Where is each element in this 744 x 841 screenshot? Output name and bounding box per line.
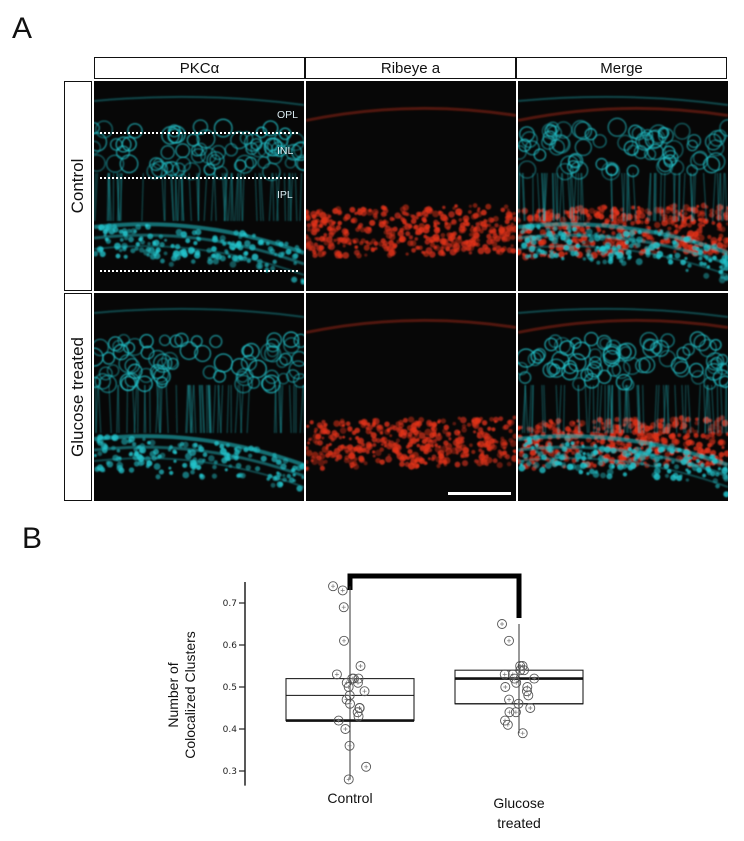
y-tick-label: 0.5: [223, 683, 237, 693]
data-point-mark: [341, 588, 345, 592]
data-point-mark: [356, 681, 360, 685]
column-header-pkc: PKCα: [94, 57, 305, 79]
micrograph-control-pkc: [94, 81, 304, 291]
y-tick-label: 0.3: [223, 767, 237, 777]
y-axis-label: Number ofColocalized Clusters: [165, 631, 198, 759]
column-header-merge: Merge: [516, 57, 727, 79]
micrograph-svg: [306, 81, 516, 291]
micrograph-svg: [94, 81, 304, 291]
data-point-mark: [348, 702, 352, 706]
row-header-glucose: Glucose treated: [64, 293, 92, 501]
column-header-pkc-text: PKCα: [180, 60, 220, 77]
inl-ipl-boundary-line: [100, 177, 298, 179]
data-point-mark: [342, 639, 346, 643]
data-point-mark: [357, 714, 361, 718]
category-label: Glucose: [493, 795, 545, 811]
data-point-mark: [506, 723, 510, 727]
data-point-mark: [348, 744, 352, 748]
panel-b-label: B: [22, 522, 42, 556]
micrograph-control-merge: [518, 81, 728, 291]
data-point-mark: [359, 664, 363, 668]
ipl-label: IPL: [277, 189, 293, 201]
data-point-mark: [507, 698, 511, 702]
box-plot-svg: 0.3 0.4 0.5 0.6 0.7 Number ofColocalized Clus…: [150, 560, 590, 836]
box-plot-chart: 0.3 0.4 0.5 0.6 0.7 Number ofColocalized Clus…: [150, 560, 590, 836]
micrograph-svg: [306, 293, 516, 501]
data-point-mark: [507, 710, 511, 714]
data-point-mark: [335, 672, 339, 676]
category-label: Control: [327, 790, 372, 806]
row-header-control: Control: [64, 81, 92, 291]
micrograph-glucose-pkc: [94, 293, 304, 501]
column-header-merge-text: Merge: [600, 60, 643, 77]
data-point-mark: [516, 702, 520, 706]
micrograph-svg: [518, 293, 728, 501]
data-point-mark: [337, 719, 341, 723]
y-tick-label: 0.4: [223, 725, 238, 735]
data-point-mark: [343, 727, 347, 731]
data-point-mark: [507, 639, 511, 643]
data-point-mark: [503, 672, 507, 676]
inl-label: INL: [277, 145, 293, 157]
data-point-mark: [521, 731, 525, 735]
data-point-mark: [363, 689, 367, 693]
data-point-mark: [526, 693, 530, 697]
data-point-mark: [331, 584, 335, 588]
data-point-mark: [528, 706, 532, 710]
micrograph-svg: [518, 81, 728, 291]
micrograph-control-ribeye: [306, 81, 516, 291]
data-point-mark: [364, 765, 368, 769]
data-point-mark: [514, 710, 518, 714]
micrograph-glucose-merge: [518, 293, 728, 501]
opl-inl-boundary-line: [100, 132, 298, 134]
opl-label: OPL: [277, 109, 298, 121]
row-header-glucose-text: Glucose treated: [68, 337, 88, 457]
panel-a-label: A: [12, 12, 32, 46]
y-tick-label: 0.7: [223, 599, 237, 609]
y-tick-label: 0.6: [223, 641, 238, 651]
data-point-mark: [532, 677, 536, 681]
column-header-ribeye-text: Ribeye a: [381, 60, 440, 77]
micrograph-svg: [94, 293, 304, 501]
data-point-mark: [522, 668, 526, 672]
significance-bracket: [350, 576, 519, 618]
row-header-control-text: Control: [68, 159, 88, 214]
data-point-mark: [503, 685, 507, 689]
category-label: treated: [497, 815, 541, 831]
data-point-mark: [500, 622, 504, 626]
column-header-ribeye: Ribeye a: [305, 57, 516, 79]
micrograph-glucose-ribeye: [306, 293, 516, 501]
data-point-mark: [342, 605, 346, 609]
scale-bar: [448, 492, 511, 495]
ipl-bottom-boundary-line: [100, 270, 298, 272]
